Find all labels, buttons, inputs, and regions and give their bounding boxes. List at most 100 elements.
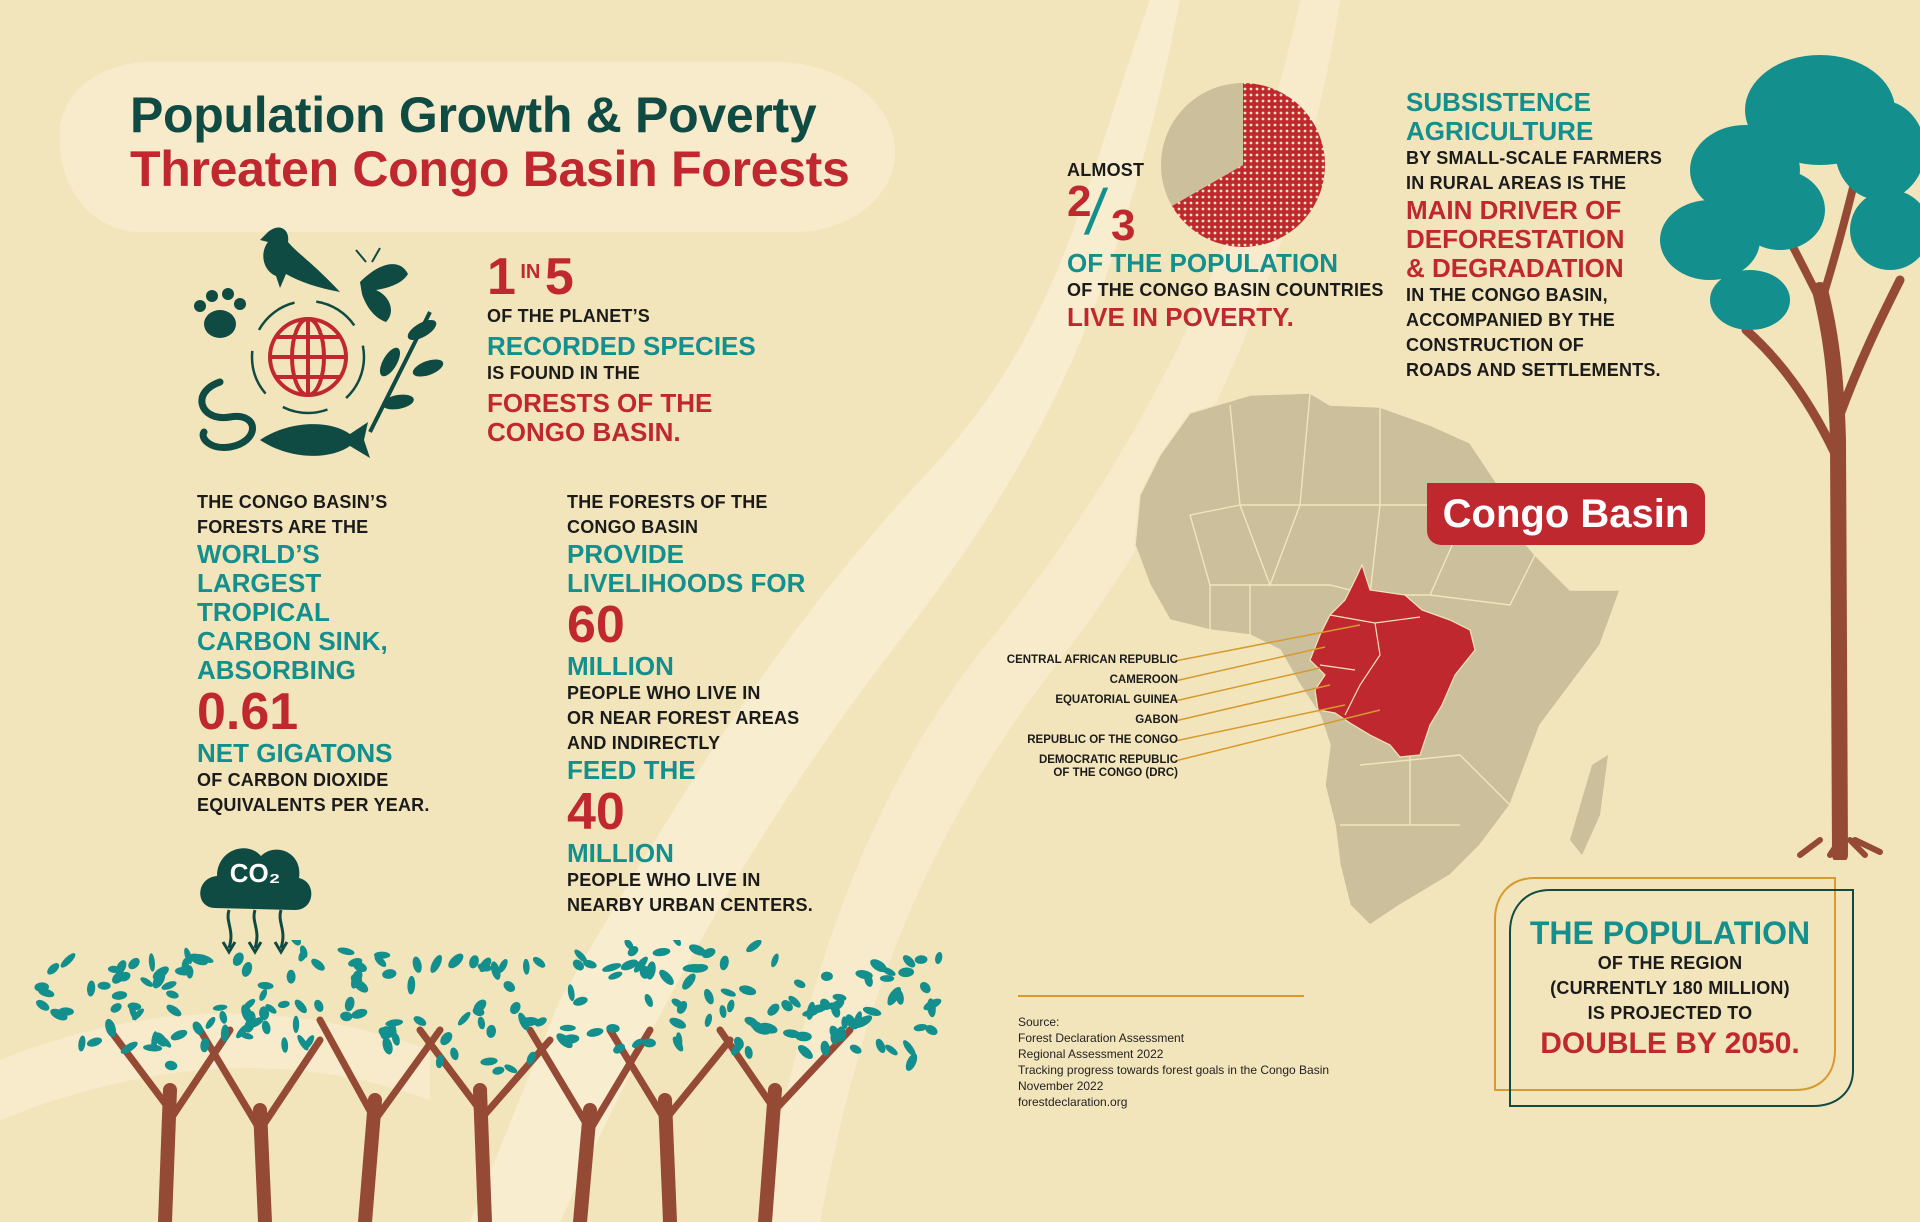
carbon-value: 0.61 <box>197 683 299 741</box>
leaf <box>430 954 442 973</box>
bird-icon <box>260 227 340 292</box>
leaf <box>486 1024 497 1038</box>
agriculture-line-5: CONSTRUCTION OF <box>1406 335 1584 355</box>
leaf <box>277 1000 290 1009</box>
leaf <box>829 1025 842 1043</box>
poverty-red: LIVE IN POVERTY. <box>1067 302 1294 332</box>
leaf <box>879 975 895 982</box>
leaf <box>58 1007 74 1016</box>
leaf <box>704 1013 713 1028</box>
leaf <box>925 1025 938 1036</box>
leaf <box>797 1044 813 1060</box>
agriculture-red-3: & DEGRADATION <box>1406 253 1624 283</box>
carbon-intro-2: FORESTS ARE THE <box>197 517 369 537</box>
leaf <box>870 959 887 973</box>
congo-basin-borders <box>1319 614 1421 716</box>
agriculture-highlight-1: SUBSISTENCE <box>1406 87 1591 117</box>
leaf <box>573 996 588 1006</box>
leaf <box>140 977 153 987</box>
leaf <box>184 947 193 965</box>
leaf <box>412 956 422 973</box>
leaf <box>480 1057 498 1066</box>
carbon-highlight-1: WORLD’S <box>197 539 320 569</box>
livelihoods-intro-1: THE FORESTS OF THE <box>567 492 768 512</box>
leaf <box>286 969 296 984</box>
leaf <box>314 999 324 1012</box>
leaf <box>107 965 122 974</box>
leaf <box>78 1035 86 1052</box>
leaf <box>161 981 177 990</box>
leaf <box>236 1024 249 1039</box>
leaf <box>733 1036 744 1049</box>
leaf <box>923 998 942 1011</box>
leaf <box>47 963 60 975</box>
agriculture-line-4: ACCOMPANIED BY THE <box>1406 310 1615 330</box>
leaf <box>50 1008 68 1021</box>
leaf <box>294 999 307 1014</box>
agriculture-line-2: IN RURAL AREAS IS THE <box>1406 173 1627 193</box>
source-line-5: forestdeclaration.org <box>1018 1095 1128 1109</box>
carbon-highlight-2: LARGEST <box>197 568 322 598</box>
leaf <box>802 1009 819 1017</box>
leaf <box>174 966 194 976</box>
leaf <box>241 1004 253 1023</box>
leaf <box>652 947 671 957</box>
paw-print-icon <box>194 288 246 338</box>
leaf <box>311 958 325 971</box>
leaf <box>914 955 928 964</box>
leaf <box>479 957 492 973</box>
leaf <box>719 955 729 971</box>
species-stat: 1 IN 5 OF THE PLANET’S RECORDED SPECIES … <box>487 250 756 447</box>
leaf <box>935 951 943 965</box>
leaf <box>160 1036 172 1048</box>
projection-line-1: OF THE REGION <box>1597 953 1743 973</box>
livelihoods-highlight-3: FEED THE <box>567 755 696 785</box>
leaf <box>504 1064 518 1074</box>
leaf <box>97 981 111 990</box>
leaf <box>469 955 479 969</box>
projection-highlight: THE POPULATION <box>1529 915 1811 951</box>
leaf <box>248 1017 264 1028</box>
leaf <box>219 1010 228 1024</box>
livelihoods-highlight-1: PROVIDE <box>567 539 685 569</box>
leaf <box>887 990 900 1006</box>
leaf <box>257 981 274 990</box>
projection-red: DOUBLE BY 2050. <box>1540 1027 1800 1060</box>
leaf <box>261 1020 271 1035</box>
leaf <box>519 1017 539 1027</box>
leaf <box>750 1021 763 1031</box>
congo-basin-tag: Congo Basin <box>1427 483 1705 545</box>
agriculture-line-6: ROADS AND SETTLEMENTS. <box>1406 360 1661 380</box>
fraction-denominator: 3 <box>1111 201 1136 250</box>
leaf <box>292 1015 300 1033</box>
agriculture-stat: SUBSISTENCE AGRICULTURE BY SMALL-SCALE F… <box>1406 88 1662 383</box>
population-projection-box <box>1494 877 1854 1107</box>
livelihoods-million-1: MILLION <box>567 651 674 681</box>
leaf <box>633 956 648 973</box>
poverty-stat: ALMOST 2 / 3 OF THE POPULATION OF THE CO… <box>1067 158 1384 332</box>
poverty-almost: ALMOST <box>1067 160 1145 180</box>
pie-slice-rest <box>1161 83 1243 206</box>
leaf <box>265 1004 277 1014</box>
livelihoods-mid-3: AND INDIRECTLY <box>567 733 721 753</box>
leaf <box>289 940 301 946</box>
label-cameroon: CAMEROON <box>1109 674 1178 686</box>
poverty-highlight: OF THE POPULATION <box>1067 248 1339 278</box>
species-in-word: IN <box>520 261 541 283</box>
carbon-intro-1: THE CONGO BASIN’S <box>197 492 388 512</box>
species-highlight: RECORDED SPECIES <box>487 331 756 361</box>
leaf <box>671 998 683 1008</box>
leaf <box>704 988 714 1005</box>
leaf <box>671 940 682 947</box>
leaf <box>477 1016 486 1030</box>
leaf <box>340 1011 353 1022</box>
leaf <box>212 1004 228 1011</box>
source-block: Source: Forest Declaration Assessment Re… <box>1018 1014 1329 1110</box>
leader-lines <box>1174 624 1381 762</box>
leaf <box>200 1037 210 1053</box>
livelihoods-stat: THE FORESTS OF THE CONGO BASIN PROVIDE L… <box>567 490 813 918</box>
species-red-1: FORESTS OF THE <box>487 388 713 418</box>
leaf <box>86 980 96 997</box>
leaf <box>675 1032 683 1048</box>
cycle-arrows-icon <box>250 299 366 415</box>
